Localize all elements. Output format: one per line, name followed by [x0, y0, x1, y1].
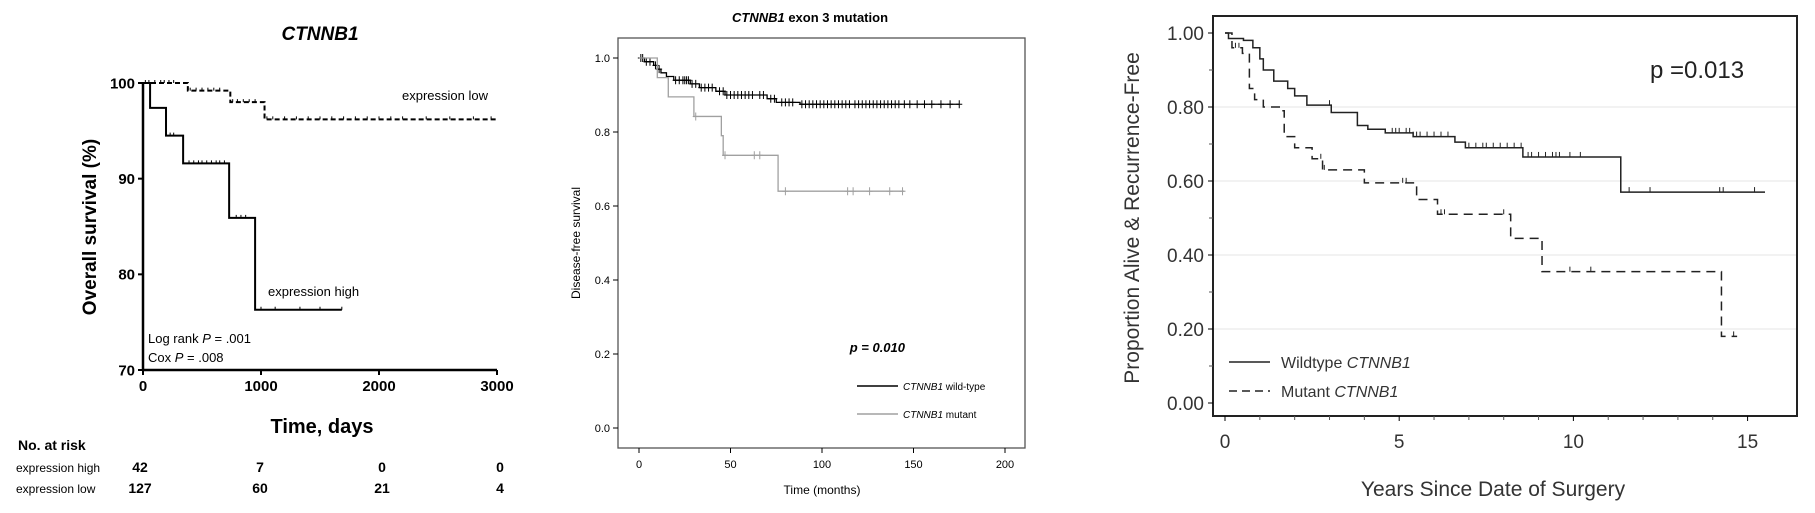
- y-axis-label: Overall survival (%): [80, 139, 101, 315]
- legend-label-wildtype: Wildtype CTNNB1: [1281, 355, 1411, 372]
- y-tick-label: 0.80: [1167, 98, 1204, 119]
- censor-mark: [850, 187, 857, 196]
- risk-value: 42: [132, 459, 148, 475]
- censor-mark: [901, 100, 908, 109]
- y-tick-label: 80: [118, 267, 135, 284]
- y-tick-label: 0.60: [1167, 172, 1204, 193]
- x-tick-label: 0: [139, 378, 147, 395]
- censor-mark: [906, 100, 913, 109]
- risk-value: 21: [374, 480, 390, 496]
- x-axis-label: Years Since Date of Surgery: [1361, 478, 1626, 501]
- risk-value: 0: [378, 459, 386, 475]
- x-tick-label: 2000: [362, 378, 395, 395]
- x-tick-label: 15: [1737, 432, 1758, 453]
- x-tick-label: 3000: [480, 378, 513, 395]
- censor-mark: [782, 187, 789, 196]
- risk-value: 127: [128, 480, 152, 496]
- censor-mark: [914, 100, 921, 109]
- risk-row-label: expression low: [16, 482, 96, 496]
- censor-mark: [756, 151, 763, 160]
- y-tick-label: 0.6: [595, 201, 610, 213]
- y-axis-label: Disease-free survival: [569, 187, 583, 299]
- censor-mark: [899, 187, 906, 196]
- chart-title: CTNNB1: [281, 24, 358, 45]
- x-tick-label: 0: [1220, 432, 1231, 453]
- censor-mark: [692, 112, 699, 121]
- risk-value: 7: [256, 459, 264, 475]
- panel-disease-free-survival: CTNNB1 exon 3 mutation Disease-free surv…: [569, 10, 1026, 497]
- survival-curve-0: [143, 82, 342, 311]
- y-tick-label: 90: [118, 171, 135, 188]
- x-tick-label: 150: [904, 459, 922, 471]
- censor-mark: [844, 187, 851, 196]
- p-value: p = 0.010: [849, 340, 906, 355]
- risk-table: expression high 42 7 0 0 expression low 127 60 2…: [16, 459, 504, 496]
- censor-mark: [751, 151, 758, 160]
- x-tick-label: 100: [813, 459, 831, 471]
- censor-mark: [789, 98, 796, 107]
- series-label-low: expression low: [402, 88, 489, 103]
- panel-recurrence-free: Proportion Alive & Recurrence-Free Years…: [1121, 15, 1798, 501]
- risk-row-label: expression high: [16, 461, 100, 475]
- survival-curve-1: [639, 57, 905, 192]
- censor-mark: [720, 87, 727, 96]
- censor-mark: [771, 94, 778, 103]
- series-label-high: expression high: [268, 284, 359, 299]
- censor-mark: [685, 76, 692, 85]
- panel-overall-survival: CTNNB1 Overall survival (%) Time, days e…: [16, 24, 514, 496]
- x-axis-label: Time (months): [784, 483, 861, 497]
- risk-value: 0: [496, 459, 504, 475]
- censor-mark: [937, 100, 944, 109]
- censor-mark: [947, 100, 954, 109]
- risk-value: 60: [252, 480, 268, 496]
- x-axis-label: Time, days: [270, 416, 373, 438]
- y-tick-label: 0.4: [595, 275, 610, 287]
- survival-curve-1: [143, 82, 497, 121]
- x-tick-label: 50: [724, 459, 736, 471]
- log-rank-annotation: Log rank P = .001: [148, 331, 251, 346]
- censor-mark: [722, 151, 729, 160]
- x-tick-label: 1000: [244, 378, 277, 395]
- censor-mark: [692, 79, 699, 88]
- x-tick-label: 0: [636, 459, 642, 471]
- censor-mark: [846, 100, 853, 109]
- plot-frame: [1212, 15, 1798, 417]
- risk-table-title: No. at risk: [18, 437, 86, 453]
- y-tick-label: 70: [118, 362, 135, 379]
- legend-label-wild-type: CTNNB1 wild-type: [903, 382, 986, 393]
- y-tick-label: 0.40: [1167, 246, 1204, 267]
- legend-label-mutant: Mutant CTNNB1: [1281, 384, 1398, 401]
- y-tick-label: 1.00: [1167, 24, 1204, 45]
- y-tick-label: 0.00: [1167, 394, 1204, 415]
- censor-mark: [709, 83, 716, 92]
- y-axis-label: Proportion Alive & Recurrence-Free: [1121, 52, 1144, 383]
- x-tick-label: 200: [996, 459, 1014, 471]
- censor-mark: [921, 100, 928, 109]
- survival-curve-1: [1225, 32, 1738, 338]
- y-tick-label: 1.0: [595, 53, 610, 65]
- censor-mark: [760, 91, 767, 99]
- chart-title: CTNNB1 exon 3 mutation: [732, 10, 888, 25]
- y-tick-label: 0.20: [1167, 320, 1204, 341]
- censor-mark: [646, 57, 653, 66]
- cox-annotation: Cox P = .008: [148, 350, 224, 365]
- censor-mark: [749, 91, 756, 99]
- y-tick-label: 0.0: [595, 423, 610, 435]
- y-tick-label: 0.2: [595, 349, 610, 361]
- survival-curve-0: [1225, 32, 1765, 193]
- censor-mark: [895, 100, 902, 109]
- censor-mark: [928, 100, 935, 109]
- p-value: p =0.013: [1650, 57, 1744, 84]
- x-tick-label: 10: [1563, 432, 1584, 453]
- risk-value: 4: [496, 480, 504, 496]
- x-tick-label: 5: [1394, 432, 1405, 453]
- y-tick-label: 0.8: [595, 127, 610, 139]
- censor-mark: [866, 187, 873, 196]
- y-tick-label: 100: [110, 75, 135, 92]
- censor-mark: [956, 100, 963, 109]
- legend-label-mutant: CTNNB1 mutant: [903, 410, 977, 421]
- censor-mark: [886, 187, 893, 196]
